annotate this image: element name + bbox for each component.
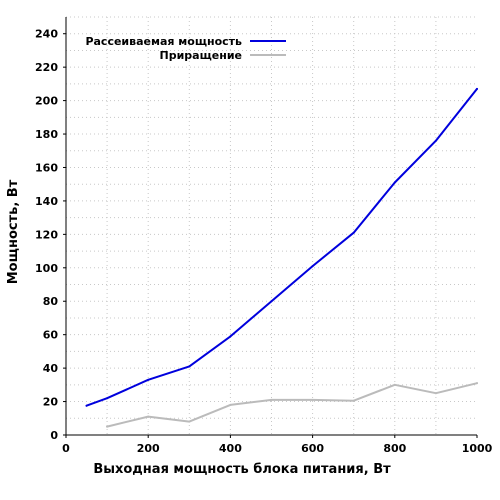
x-tick-label: 600 [301, 442, 324, 455]
data-point [476, 382, 478, 385]
grid [66, 16, 477, 435]
y-tick-label: 100 [35, 262, 58, 275]
data-point [229, 403, 232, 406]
y-tick-label: 60 [43, 329, 59, 342]
data-point [147, 378, 150, 381]
data-point [106, 425, 109, 428]
x-axis-title: Выходная мощность блока питания, Вт [93, 462, 391, 477]
data-point [229, 335, 232, 338]
data-point [270, 398, 273, 401]
data-point [311, 265, 314, 268]
axes: 0 20 40 60 80 100 120 140 160 180 200 220 240 0 200 400… [35, 17, 493, 455]
y-axis-title: Мощность, Вт [6, 179, 21, 284]
x-tick-label: 200 [137, 442, 160, 455]
legend-label: Приращение [160, 49, 242, 62]
data-point [311, 398, 314, 401]
y-tick-label: 140 [35, 195, 58, 208]
y-tick-label: 200 [35, 95, 58, 108]
data-point [393, 383, 396, 386]
data-point [352, 399, 355, 402]
x-tick-label: 400 [219, 442, 242, 455]
y-tick-label: 80 [43, 295, 59, 308]
y-tick-label: 0 [50, 429, 58, 442]
y-tick-label: 120 [35, 228, 58, 241]
y-tick-label: 40 [43, 362, 59, 375]
y-tick-label: 180 [35, 128, 58, 141]
y-tick-label: 220 [35, 61, 58, 74]
data-point [352, 231, 355, 234]
data-point [147, 415, 150, 418]
x-tick-label: 800 [383, 442, 406, 455]
x-tick-label: 1000 [462, 442, 493, 455]
y-tick-label: 20 [43, 396, 59, 409]
series-lines [85, 87, 478, 428]
y-tick-label: 160 [35, 161, 58, 174]
data-point [270, 300, 273, 303]
data-point [106, 397, 109, 400]
y-tick-label: 240 [35, 28, 58, 41]
data-point [393, 181, 396, 184]
data-point [434, 139, 437, 142]
data-point [188, 420, 191, 423]
x-tick-label: 0 [62, 442, 70, 455]
series-line [85, 87, 478, 407]
data-point [85, 404, 88, 407]
data-point [188, 365, 191, 368]
data-point [434, 392, 437, 395]
legend-label: Рассеиваемая мощность [85, 35, 242, 48]
series-line [106, 382, 478, 428]
data-point [476, 87, 478, 90]
